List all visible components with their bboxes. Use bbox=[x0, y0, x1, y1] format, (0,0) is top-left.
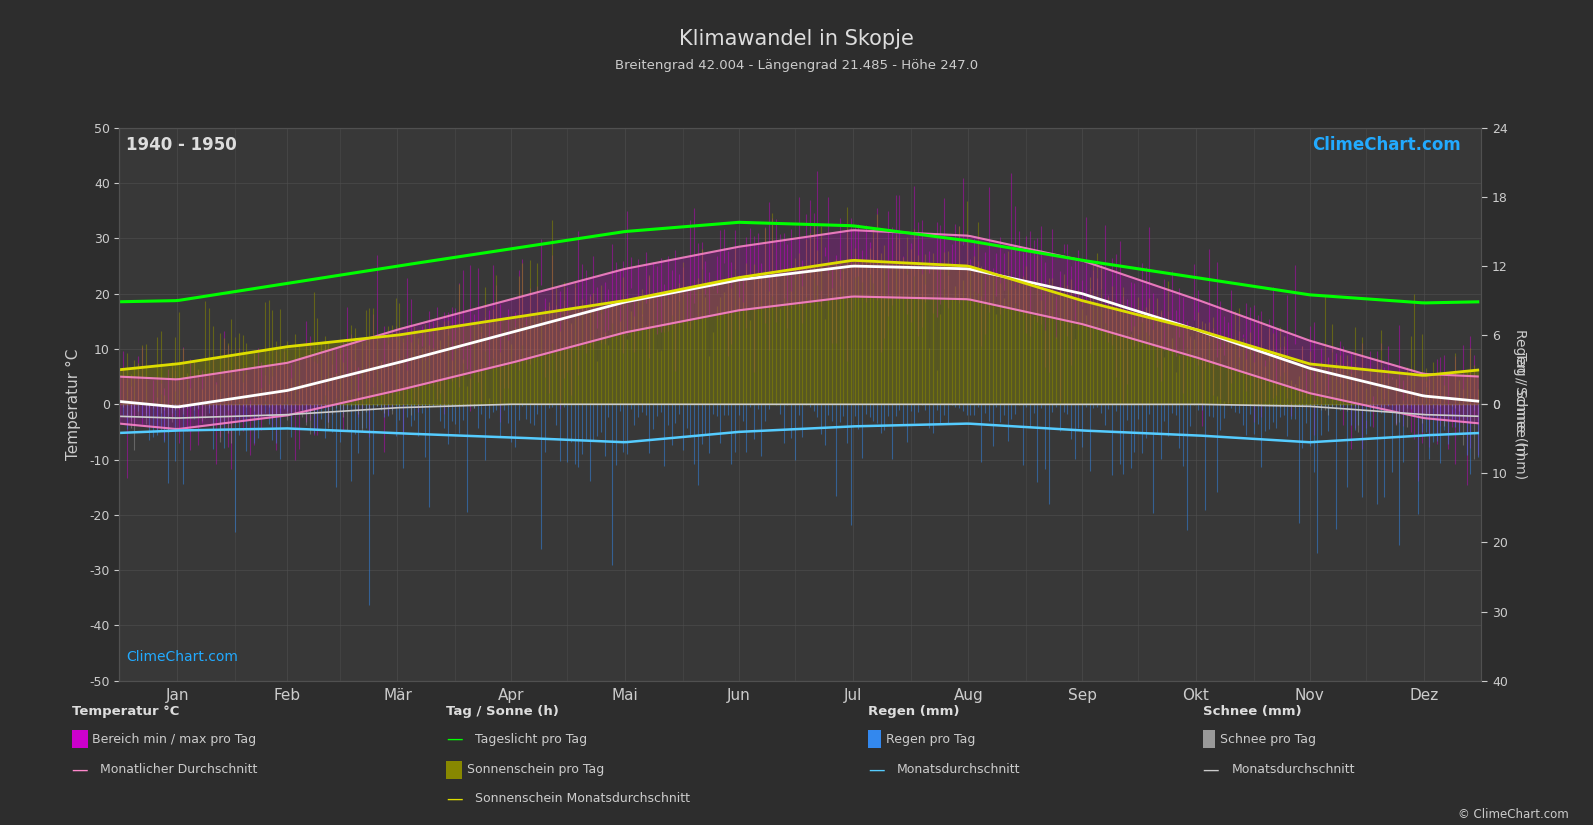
Text: ClimeChart.com: ClimeChart.com bbox=[126, 650, 239, 664]
Text: —: — bbox=[1203, 761, 1219, 779]
Text: Sonnenschein Monatsdurchschnitt: Sonnenschein Monatsdurchschnitt bbox=[475, 792, 690, 805]
Text: Temperatur °C: Temperatur °C bbox=[72, 705, 178, 719]
Text: —: — bbox=[868, 761, 884, 779]
Text: Tag / Sonne (h): Tag / Sonne (h) bbox=[446, 705, 559, 719]
Text: Schnee pro Tag: Schnee pro Tag bbox=[1220, 733, 1316, 746]
Y-axis label: Regen / Schnee (mm): Regen / Schnee (mm) bbox=[1513, 329, 1528, 479]
Text: Bereich min / max pro Tag: Bereich min / max pro Tag bbox=[92, 733, 256, 746]
Text: © ClimeChart.com: © ClimeChart.com bbox=[1458, 808, 1569, 821]
Text: Monatsdurchschnitt: Monatsdurchschnitt bbox=[1231, 763, 1356, 776]
Text: Sonnenschein pro Tag: Sonnenschein pro Tag bbox=[467, 763, 604, 776]
Text: Monatsdurchschnitt: Monatsdurchschnitt bbox=[897, 763, 1021, 776]
Y-axis label: Tag / Sonne (h): Tag / Sonne (h) bbox=[1513, 352, 1528, 456]
Text: 1940 - 1950: 1940 - 1950 bbox=[126, 136, 237, 154]
Text: Breitengrad 42.004 - Längengrad 21.485 - Höhe 247.0: Breitengrad 42.004 - Längengrad 21.485 -… bbox=[615, 59, 978, 73]
Text: Tageslicht pro Tag: Tageslicht pro Tag bbox=[475, 733, 586, 746]
Text: Monatlicher Durchschnitt: Monatlicher Durchschnitt bbox=[100, 763, 258, 776]
Y-axis label: Temperatur °C: Temperatur °C bbox=[65, 348, 81, 460]
Text: Regen (mm): Regen (mm) bbox=[868, 705, 959, 719]
Text: Klimawandel in Skopje: Klimawandel in Skopje bbox=[679, 29, 914, 49]
Text: ClimeChart.com: ClimeChart.com bbox=[1313, 136, 1461, 154]
Text: —: — bbox=[72, 761, 88, 779]
Text: Regen pro Tag: Regen pro Tag bbox=[886, 733, 975, 746]
Text: Schnee (mm): Schnee (mm) bbox=[1203, 705, 1301, 719]
Text: —: — bbox=[446, 730, 462, 748]
Text: —: — bbox=[446, 790, 462, 808]
